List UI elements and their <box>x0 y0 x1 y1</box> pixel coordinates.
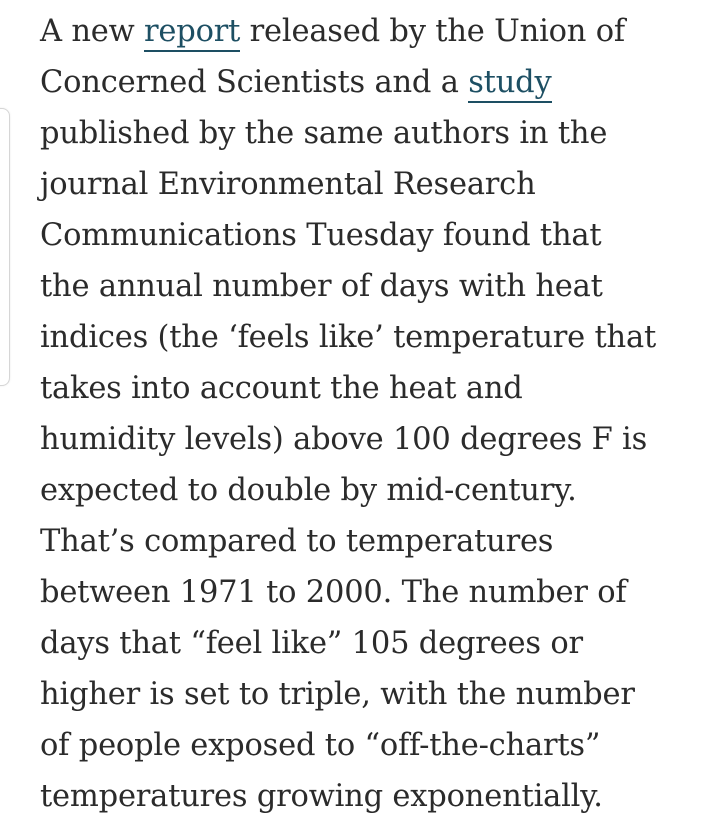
article-line-12: between 1971 to 2000. The number of <box>40 575 627 610</box>
article-line-5: Communications Tuesday found that <box>40 218 602 253</box>
article-line-13: days that “feel like” 105 degrees or <box>40 626 583 661</box>
article-body: A new report released by the Union of Co… <box>40 6 712 822</box>
article-line-8: takes into account the heat and <box>40 371 523 406</box>
line-text: released by the Union of <box>240 14 626 49</box>
line-text: A new <box>40 14 145 49</box>
article-line-10: expected to double by mid-century. <box>40 473 577 508</box>
article-line-6: the annual number of days with heat <box>40 269 603 304</box>
article-line-9: humidity levels) above 100 degrees F is <box>40 422 648 457</box>
article-line-4: journal Environmental Research <box>40 167 536 202</box>
article-line-15: of people exposed to “off-the-charts” <box>40 728 601 763</box>
study-link[interactable]: study <box>468 65 552 103</box>
article-line-1: A new report released by the Union of <box>40 6 712 57</box>
article-line-2: Concerned Scientists and a study <box>40 57 712 108</box>
article-line-11: That’s compared to temperatures <box>40 524 554 559</box>
report-link[interactable]: report <box>144 14 240 52</box>
article-line-16: temperatures growing exponentially. <box>40 779 603 814</box>
article-line-7: indices (the ‘feels like’ temperature th… <box>40 320 657 355</box>
article-line-14: higher is set to triple, with the number <box>40 677 635 712</box>
line-text: Concerned Scientists and a <box>40 65 469 100</box>
article-line-3: published by the same authors in the <box>40 116 608 151</box>
side-panel-tab[interactable] <box>0 108 10 386</box>
